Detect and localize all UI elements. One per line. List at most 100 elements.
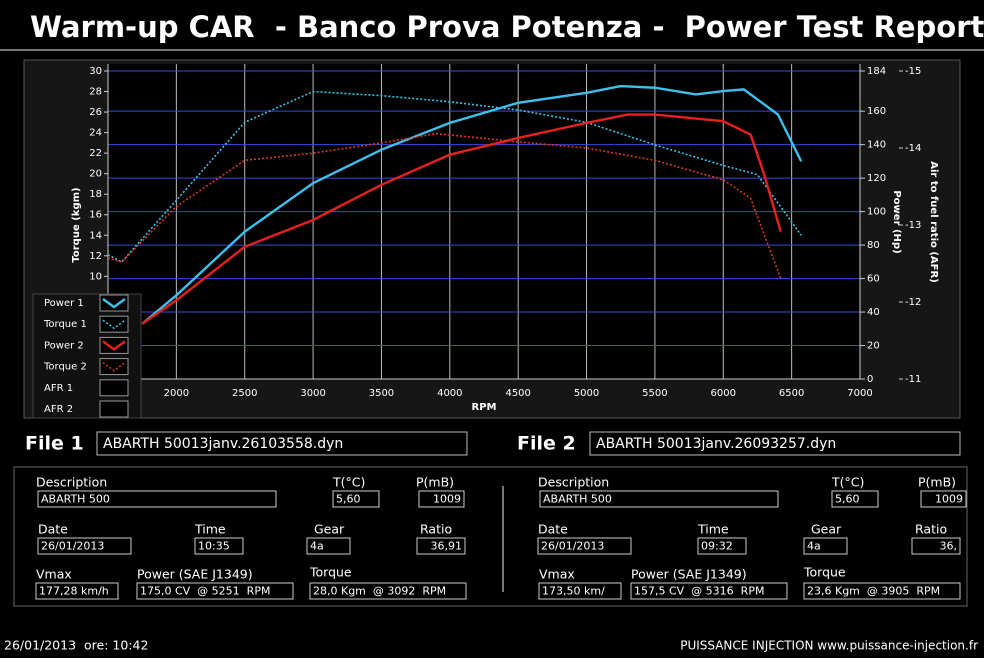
x-tick-label: 6500 bbox=[779, 388, 804, 399]
time-label: Time bbox=[194, 522, 226, 537]
ratio-label: Ratio bbox=[420, 522, 452, 537]
y-tick-label: 28 bbox=[89, 87, 102, 98]
power-label: Power (SAE J1349) bbox=[631, 567, 747, 582]
power-value: 175,0 CV @ 5251 RPM bbox=[140, 585, 270, 598]
x-tick-label: 5000 bbox=[574, 388, 599, 399]
ratio-box bbox=[416, 537, 466, 555]
ratio-box bbox=[911, 537, 961, 555]
y2-tick-label: 160 bbox=[867, 106, 886, 117]
y-tick-label: 22 bbox=[89, 148, 102, 159]
description-value: ABARTH 500 bbox=[41, 493, 110, 506]
y2-tick-label: 140 bbox=[867, 140, 886, 151]
y2-tick-label: 0 bbox=[867, 374, 873, 385]
torque-box bbox=[309, 582, 467, 600]
y2-tick-label: 120 bbox=[867, 173, 886, 184]
description-box bbox=[539, 490, 779, 508]
legend-sample bbox=[102, 298, 126, 309]
torque-label: Torque bbox=[309, 565, 352, 580]
y2-tick-label: 40 bbox=[867, 307, 880, 318]
power-box bbox=[136, 582, 294, 600]
vmax-box bbox=[538, 582, 622, 600]
y2-tick-label: 20 bbox=[867, 341, 880, 352]
gear-value: 4a bbox=[310, 540, 324, 553]
y3-tick-label: -14 bbox=[905, 143, 921, 154]
legend-swatch bbox=[99, 336, 129, 354]
y-tick-label: 12 bbox=[89, 251, 102, 262]
p-box bbox=[920, 490, 967, 508]
p-value: 1009 bbox=[935, 493, 963, 506]
legend-sample bbox=[102, 361, 126, 372]
p-box bbox=[418, 490, 465, 508]
gear-value: 4a bbox=[807, 540, 821, 553]
description-label: Description bbox=[36, 475, 107, 490]
vmax-value: 177,28 km/h bbox=[39, 585, 109, 598]
y-tick-label: 18 bbox=[89, 189, 102, 200]
footer-datetime: 26/01/2013 ore: 10:42 bbox=[4, 638, 148, 653]
y3-tick-label: -12 bbox=[905, 297, 921, 308]
legend-label: Power 1 bbox=[44, 298, 84, 309]
y-tick-label: 10 bbox=[89, 271, 102, 282]
title: Warm-up CAR - Banco Prova Potenza - Powe… bbox=[30, 10, 984, 44]
date-label: Date bbox=[38, 522, 68, 537]
t-value: 5,60 bbox=[835, 493, 860, 506]
power-box bbox=[630, 582, 788, 600]
legend-label: Torque 2 bbox=[43, 362, 87, 373]
file-name: ABARTH 50013janv.26093257.dyn bbox=[596, 436, 836, 452]
y-tick-label: 24 bbox=[89, 128, 102, 139]
vmax-label: Vmax bbox=[36, 567, 72, 582]
power-label: Power (SAE J1349) bbox=[137, 567, 253, 582]
x-tick-label: 7000 bbox=[847, 388, 872, 399]
y2-tick-label: 80 bbox=[867, 240, 880, 251]
p-value: 1009 bbox=[433, 493, 461, 506]
series-line bbox=[141, 84, 803, 325]
y-tick-label: 16 bbox=[89, 210, 102, 221]
date-label: Date bbox=[538, 522, 568, 537]
y3-tick-label: -11 bbox=[905, 374, 921, 385]
description-value: ABARTH 500 bbox=[543, 493, 612, 506]
series-line bbox=[107, 90, 802, 263]
power-value: 157,5 CV @ 5316 RPM bbox=[634, 585, 764, 598]
vmax-box bbox=[35, 582, 119, 600]
x-tick-label: 5500 bbox=[642, 388, 667, 399]
x-axis-label: RPM bbox=[472, 402, 497, 413]
torque-box bbox=[803, 582, 961, 600]
ratio-value: 36, bbox=[940, 540, 958, 553]
legend-label: Power 2 bbox=[44, 340, 84, 351]
file-name-box bbox=[589, 431, 961, 456]
time-value: 10:35 bbox=[198, 540, 230, 553]
legend-swatch bbox=[99, 294, 129, 312]
plot-area bbox=[108, 64, 860, 379]
y3-tick-label: -13 bbox=[905, 220, 921, 231]
date-box bbox=[37, 537, 132, 555]
t-box bbox=[332, 490, 380, 508]
footer-credit: PUISSANCE INJECTION www.puissance-inject… bbox=[680, 639, 978, 653]
t-value: 5,60 bbox=[336, 493, 361, 506]
file-label: File 1 bbox=[25, 433, 84, 455]
p-label: P(mB) bbox=[918, 475, 956, 490]
legend-swatch bbox=[99, 315, 129, 333]
description-box bbox=[37, 490, 277, 508]
gear-box bbox=[306, 537, 351, 555]
gear-box bbox=[803, 537, 848, 555]
description-label: Description bbox=[538, 475, 609, 490]
legend-swatch bbox=[99, 379, 129, 397]
ratio-label: Ratio bbox=[915, 522, 947, 537]
y2-tick-label: 184 bbox=[867, 66, 886, 77]
torque-label: Torque bbox=[803, 565, 846, 580]
date-value: 26/01/2013 bbox=[541, 540, 604, 553]
date-box bbox=[537, 537, 632, 555]
legend-sample bbox=[102, 319, 126, 330]
x-tick-label: 3500 bbox=[369, 388, 394, 399]
series-line bbox=[107, 132, 782, 279]
y-tick-label: 20 bbox=[89, 169, 102, 180]
x-tick-label: 4000 bbox=[437, 388, 462, 399]
legend-swatch bbox=[99, 400, 129, 418]
y-tick-label: 14 bbox=[89, 230, 102, 241]
t-box bbox=[831, 490, 879, 508]
p-label: P(mB) bbox=[416, 475, 454, 490]
t-label: T(°C) bbox=[831, 475, 864, 490]
torque-value: 28,0 Kgm @ 3092 RPM bbox=[313, 585, 446, 598]
time-box bbox=[697, 537, 747, 555]
x-tick-label: 2500 bbox=[232, 388, 257, 399]
x-tick-label: 2000 bbox=[164, 388, 189, 399]
